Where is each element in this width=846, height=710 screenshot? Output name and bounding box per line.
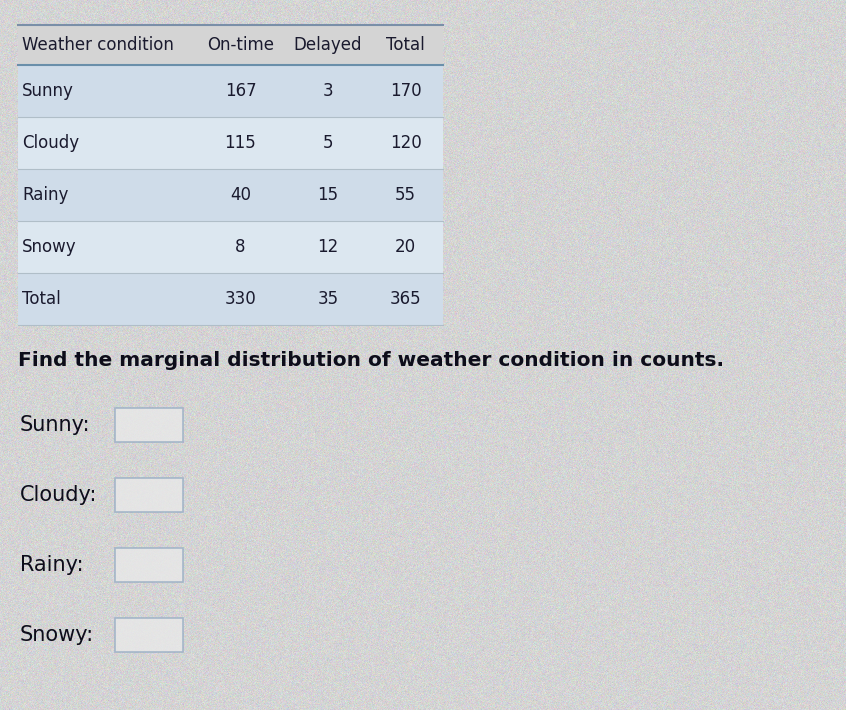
Text: Total: Total xyxy=(22,290,61,308)
Text: 40: 40 xyxy=(230,186,251,204)
Text: Cloudy:: Cloudy: xyxy=(20,485,97,505)
Text: Rainy: Rainy xyxy=(22,186,69,204)
Text: Weather condition: Weather condition xyxy=(22,36,174,54)
Text: 12: 12 xyxy=(317,238,338,256)
Bar xyxy=(18,169,443,221)
Text: Cloudy: Cloudy xyxy=(22,134,80,152)
Text: 330: 330 xyxy=(225,290,256,308)
Text: Sunny: Sunny xyxy=(22,82,74,100)
Text: 120: 120 xyxy=(390,134,421,152)
Text: 55: 55 xyxy=(395,186,416,204)
Bar xyxy=(18,273,443,325)
Bar xyxy=(115,408,183,442)
Text: Rainy:: Rainy: xyxy=(20,555,84,575)
Bar xyxy=(18,65,443,117)
Text: On-time: On-time xyxy=(207,36,274,54)
Text: 167: 167 xyxy=(225,82,256,100)
Bar xyxy=(18,25,443,65)
Text: Delayed: Delayed xyxy=(294,36,362,54)
Text: 5: 5 xyxy=(323,134,333,152)
Text: 8: 8 xyxy=(235,238,245,256)
Bar xyxy=(18,117,443,169)
Bar xyxy=(115,478,183,512)
Bar xyxy=(115,548,183,582)
Text: Snowy: Snowy xyxy=(22,238,77,256)
Text: Sunny:: Sunny: xyxy=(20,415,91,435)
Text: Find the marginal distribution of weather condition in counts.: Find the marginal distribution of weathe… xyxy=(18,351,724,369)
Bar xyxy=(18,221,443,273)
Bar xyxy=(115,618,183,652)
Text: 15: 15 xyxy=(317,186,338,204)
Text: 115: 115 xyxy=(225,134,256,152)
Text: 20: 20 xyxy=(395,238,416,256)
Text: 3: 3 xyxy=(322,82,333,100)
Text: 35: 35 xyxy=(317,290,338,308)
Text: 365: 365 xyxy=(390,290,421,308)
Text: Snowy:: Snowy: xyxy=(20,625,94,645)
Text: Total: Total xyxy=(386,36,425,54)
Text: 170: 170 xyxy=(390,82,421,100)
